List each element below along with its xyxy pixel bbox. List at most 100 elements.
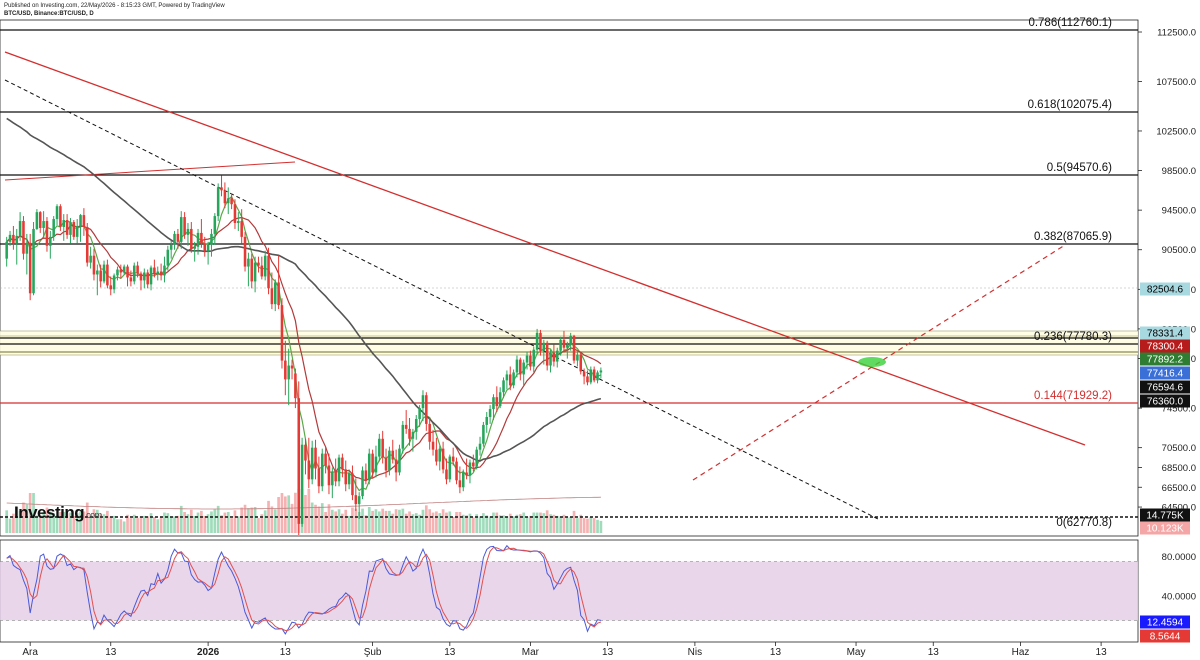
- candle-body: [69, 222, 72, 235]
- candle-body: [388, 450, 391, 471]
- candle-body: [106, 264, 109, 286]
- volume-bar: [508, 513, 512, 533]
- price-tick-label: 107500.0: [1156, 77, 1196, 88]
- price-tick-label: 94500.0: [1162, 206, 1196, 217]
- volume-bar: [347, 515, 351, 533]
- volume-bar: [22, 502, 25, 533]
- candle-body: [324, 453, 327, 466]
- candle-body: [445, 469, 448, 480]
- volume-bar: [314, 504, 317, 533]
- volume-bar: [169, 517, 173, 533]
- osc-tick-label: 80.0000: [1162, 552, 1196, 563]
- stochastic-oscillator: 80.0000 40.0000 12.4594 8.5644: [0, 544, 1196, 643]
- candle-body: [579, 354, 583, 372]
- volume-tag-label: 14.775K: [1146, 511, 1184, 522]
- candle-body: [240, 221, 243, 237]
- fibonacci-levels: 0.786(112760.1) 0.618(102075.4) 0.5(94570.…: [0, 17, 1138, 529]
- fib-label-0: 0(62770.8): [1056, 517, 1112, 529]
- candle-body: [566, 344, 569, 348]
- candle-body: [146, 272, 149, 285]
- candle-body: [317, 468, 321, 487]
- candle-body: [203, 243, 207, 251]
- candle-body: [472, 462, 475, 467]
- candle-body: [96, 270, 99, 275]
- candle-body: [149, 267, 153, 285]
- candle-body: [361, 470, 364, 497]
- volume-bar: [85, 502, 89, 533]
- volume-bar: [257, 518, 260, 533]
- volume-bar: [153, 517, 156, 533]
- price-tag-label: 78331.4: [1147, 329, 1184, 340]
- volume-bar: [146, 516, 150, 533]
- candle-body: [294, 373, 297, 399]
- volume-bar: [189, 509, 193, 533]
- candle-body: [401, 424, 405, 449]
- volume-bar: [414, 513, 418, 533]
- volume-bar: [95, 509, 99, 533]
- time-tick-label: Ara: [22, 647, 38, 658]
- volume-bar: [317, 506, 321, 533]
- candle-body: [448, 456, 452, 480]
- candle-body: [45, 221, 49, 246]
- publish-info: Published on Investing.com, 22/May/2026 …: [4, 3, 225, 9]
- candle-body: [277, 282, 280, 306]
- candle-body: [461, 472, 465, 488]
- candle-body: [75, 225, 79, 237]
- candle-body: [596, 372, 599, 381]
- candle-body: [576, 354, 579, 361]
- volume-bar: [75, 513, 79, 533]
- volume-bar: [545, 510, 549, 533]
- osc-tag-bg: [1140, 615, 1190, 629]
- price-tick-label: 98500.0: [1162, 166, 1196, 177]
- volume-bar: [32, 493, 35, 533]
- fib-label-0.618: 0.618(102075.4): [1028, 99, 1113, 111]
- candle-body: [42, 221, 45, 228]
- volume-bar: [223, 512, 227, 533]
- volume-bar: [230, 518, 233, 533]
- volume-bar: [179, 505, 183, 533]
- price-tick-label: 68500.0: [1162, 463, 1196, 474]
- price-tick-label: 70500.0: [1162, 443, 1196, 454]
- candle-body: [418, 408, 421, 419]
- candle-body: [156, 271, 160, 274]
- candle-body: [465, 472, 468, 476]
- candle-body: [109, 285, 113, 290]
- volume-bar: [492, 512, 495, 533]
- candle-body: [55, 206, 59, 220]
- candle-body: [599, 370, 603, 373]
- candle-body: [22, 221, 25, 254]
- volume-bar: [485, 515, 489, 533]
- volume-bar: [290, 503, 294, 533]
- volume-bar: [337, 509, 341, 533]
- candle-body: [502, 380, 505, 393]
- ma-mid: [6, 216, 602, 482]
- time-tick-label: 13: [770, 647, 782, 658]
- volume-bar: [263, 510, 267, 533]
- candle-body: [559, 339, 562, 351]
- investing-logo: Investing.com: [14, 503, 102, 522]
- candle-body: [284, 360, 287, 380]
- candle-body: [549, 352, 552, 366]
- volume-bar: [505, 516, 509, 533]
- candle-body: [498, 392, 502, 407]
- time-tick-label: Haz: [1012, 647, 1030, 658]
- volume-bar: [102, 514, 106, 533]
- volume-bar: [250, 507, 254, 533]
- volume-bar: [401, 508, 405, 533]
- volume-bar: [589, 517, 593, 533]
- candle-body: [475, 449, 478, 467]
- volume-bar: [324, 512, 327, 533]
- volume-bar: [216, 505, 220, 533]
- volume-bar: [576, 518, 579, 533]
- candle-body: [404, 424, 408, 429]
- volume-bar: [12, 513, 15, 533]
- volume-ma: [6, 496, 601, 510]
- candle-body: [505, 374, 509, 381]
- price-tag-bg: [1140, 394, 1190, 408]
- volume-bar: [334, 511, 338, 533]
- volume-bar: [186, 514, 190, 533]
- volume-bar: [5, 510, 9, 533]
- main-frame: [0, 19, 1139, 537]
- volume-bar: [475, 514, 479, 533]
